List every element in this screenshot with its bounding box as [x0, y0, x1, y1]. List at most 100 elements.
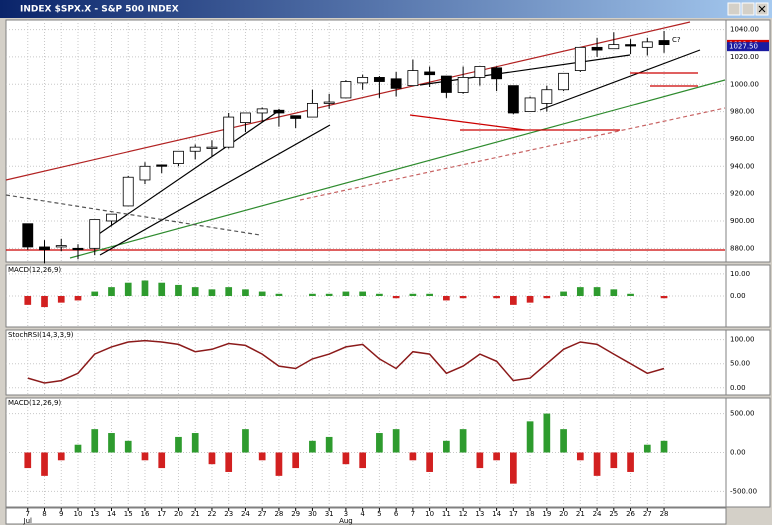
candle-body: [407, 70, 419, 87]
title-bar: [0, 0, 772, 18]
histogram-bar: [342, 291, 350, 296]
trendline: [69, 79, 726, 259]
candle-body: [524, 97, 536, 113]
x-tick-label: 12: [459, 510, 468, 518]
candle-body: [373, 77, 385, 82]
x-tick-label: 14: [492, 510, 501, 518]
histogram-bar: [443, 440, 450, 453]
x-tick-label: 17: [157, 510, 166, 518]
histogram-bar: [376, 293, 383, 296]
panel-title: MACD(12,26,9): [8, 399, 61, 407]
candle-body: [256, 108, 268, 114]
x-tick-label: 24: [593, 510, 602, 518]
candle-body: [273, 109, 285, 114]
close-icon: [758, 5, 766, 13]
histogram-bar: [543, 413, 551, 453]
candle-body: [139, 165, 151, 181]
histogram-bar: [325, 293, 333, 296]
histogram-bar: [275, 293, 283, 296]
axis-background: [725, 19, 771, 263]
trendline: [409, 114, 526, 131]
y-tick-label: 920.00: [730, 190, 755, 198]
histogram-bar: [41, 296, 48, 308]
x-tick-label: 20: [174, 510, 183, 518]
histogram-bar: [443, 296, 450, 301]
histogram-bar: [175, 284, 182, 296]
x-tick-label: 15: [124, 510, 133, 518]
histogram-bar: [108, 287, 115, 296]
month-label: Aug: [339, 517, 353, 525]
candle-body: [106, 213, 117, 222]
histogram-bar: [560, 291, 567, 296]
histogram-bar: [225, 452, 233, 472]
histogram-bar: [526, 421, 534, 453]
histogram-bar: [91, 291, 99, 296]
x-tick-label: 19: [542, 510, 551, 518]
histogram-bar: [158, 282, 166, 296]
x-tick-label: 25: [609, 510, 618, 518]
trendline: [5, 194, 261, 236]
minimize-button[interactable]: [727, 2, 741, 16]
panel-background: [5, 19, 727, 263]
candle-body: [608, 44, 620, 50]
x-tick-label: 18: [526, 510, 535, 518]
histogram-bar: [325, 436, 333, 453]
histogram-bar: [627, 452, 634, 472]
x-tick-label: 9: [59, 510, 63, 518]
annotation: C?: [672, 36, 681, 44]
trendline: [419, 54, 631, 86]
x-tick-label: 26: [626, 510, 635, 518]
histogram-bar: [258, 452, 266, 461]
histogram-bar: [74, 444, 82, 453]
histogram-bar: [258, 291, 266, 296]
candle-body: [541, 89, 553, 104]
candle-body: [507, 85, 519, 114]
x-tick-label: 20: [559, 510, 568, 518]
histogram-bar: [191, 287, 199, 296]
histogram-bar: [108, 433, 115, 453]
x-tick-label: 22: [207, 510, 216, 518]
histogram-bar: [57, 296, 65, 303]
histogram-bar: [493, 296, 500, 299]
histogram-bar: [526, 296, 534, 303]
histogram-bar: [124, 282, 132, 296]
candle-body: [641, 41, 653, 48]
candle-body: [474, 66, 486, 78]
y-tick-label: 880.00: [730, 244, 755, 252]
axis-background: [725, 329, 771, 396]
histogram-bar: [41, 452, 48, 476]
candle-body: [122, 176, 134, 207]
x-tick-label: 23: [224, 510, 233, 518]
y-tick-label: 1040.00: [730, 26, 759, 34]
histogram-bar: [660, 296, 668, 299]
histogram-bar: [24, 296, 32, 305]
maximize-button[interactable]: [741, 2, 755, 16]
candle-body: [625, 44, 636, 47]
histogram-bar: [275, 452, 283, 476]
histogram-bar: [309, 293, 316, 296]
histogram-bar: [242, 289, 249, 296]
candle-body: [173, 150, 184, 164]
histogram-bar: [359, 452, 366, 469]
trendline: [89, 109, 281, 241]
x-tick-label: 21: [191, 510, 200, 518]
histogram-bar: [409, 452, 417, 461]
histogram-bar: [141, 280, 149, 296]
y-tick-label: 1020.00: [730, 53, 759, 61]
histogram-bar: [510, 452, 517, 484]
panel-title: StochRSI(14,3,3,9): [8, 331, 74, 339]
candle-body: [357, 77, 369, 84]
x-tick-label: 7: [411, 510, 415, 518]
trendline: [299, 107, 726, 201]
date-axis: [5, 507, 727, 525]
y-tick-label: 10.00: [730, 270, 750, 278]
y-tick-label: 940.00: [730, 162, 755, 170]
histogram-bar: [91, 429, 99, 453]
histogram-bar: [376, 433, 383, 453]
y-tick-label: 1000.00: [730, 80, 759, 88]
histogram-bar: [593, 452, 601, 476]
x-tick-label: 7: [26, 510, 30, 518]
histogram-bar: [225, 287, 233, 296]
candle-body: [206, 146, 218, 149]
